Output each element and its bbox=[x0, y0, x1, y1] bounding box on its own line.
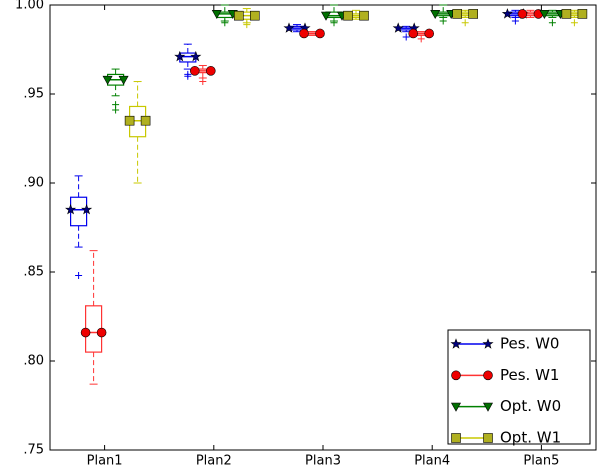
marker bbox=[320, 11, 332, 21]
y-tick-label: 1.00 bbox=[15, 0, 44, 13]
box-group bbox=[124, 81, 151, 184]
marker bbox=[450, 402, 462, 412]
box-group bbox=[65, 175, 93, 280]
marker bbox=[80, 327, 91, 338]
legend-label: Opt. W0 bbox=[500, 397, 561, 415]
marker bbox=[118, 75, 129, 85]
marker bbox=[96, 327, 107, 338]
x-tick-label: Plan3 bbox=[305, 454, 341, 469]
box-group bbox=[561, 9, 588, 27]
marker bbox=[501, 8, 513, 19]
flier bbox=[439, 17, 447, 25]
box-group bbox=[80, 250, 107, 385]
marker bbox=[102, 75, 113, 85]
marker bbox=[451, 370, 461, 381]
marker bbox=[482, 402, 494, 412]
box-group bbox=[517, 9, 544, 19]
marker bbox=[124, 115, 135, 126]
legend-label: Opt. W1 bbox=[500, 429, 561, 447]
marker bbox=[190, 50, 202, 62]
legend-label: Pes. W0 bbox=[500, 335, 559, 353]
box-group bbox=[343, 9, 369, 21]
box-group bbox=[234, 8, 260, 29]
marker bbox=[483, 370, 493, 381]
marker bbox=[468, 9, 479, 19]
flier bbox=[243, 21, 251, 29]
x-tick-label: Plan5 bbox=[523, 454, 559, 469]
flier bbox=[330, 19, 338, 27]
marker bbox=[250, 10, 260, 21]
box-group bbox=[102, 68, 129, 114]
box-group bbox=[452, 9, 479, 27]
marker bbox=[343, 10, 353, 21]
marker bbox=[452, 9, 463, 19]
x-tick-label: Plan2 bbox=[196, 454, 232, 469]
y-tick-label: .85 bbox=[23, 265, 44, 280]
y-tick-label: .75 bbox=[23, 443, 44, 458]
marker bbox=[450, 338, 462, 349]
y-tick-label: .90 bbox=[23, 176, 44, 191]
marker bbox=[577, 9, 588, 19]
flier bbox=[199, 78, 207, 86]
flier bbox=[417, 35, 425, 43]
marker bbox=[234, 10, 244, 21]
marker bbox=[482, 338, 494, 349]
flier bbox=[221, 19, 229, 27]
flier bbox=[75, 272, 83, 280]
box-group bbox=[299, 28, 325, 39]
marker bbox=[539, 10, 550, 20]
marker bbox=[483, 433, 493, 443]
flier bbox=[402, 33, 410, 41]
marker bbox=[408, 28, 419, 39]
box-group bbox=[320, 4, 348, 27]
flier bbox=[112, 106, 120, 114]
flier bbox=[184, 72, 192, 80]
marker bbox=[424, 28, 435, 39]
marker bbox=[65, 203, 77, 215]
box-group bbox=[430, 4, 457, 25]
box-group bbox=[539, 9, 566, 27]
flier bbox=[570, 19, 578, 27]
marker bbox=[517, 9, 528, 19]
marker bbox=[430, 10, 441, 20]
flier bbox=[461, 19, 469, 27]
marker bbox=[140, 115, 151, 126]
marker bbox=[315, 28, 325, 39]
x-tick-label: Plan1 bbox=[87, 454, 123, 469]
x-tick-label: Plan4 bbox=[414, 454, 450, 469]
y-tick-label: .95 bbox=[23, 87, 44, 102]
marker bbox=[451, 433, 461, 443]
box-group bbox=[174, 43, 202, 80]
marker bbox=[211, 10, 222, 20]
box-group bbox=[211, 4, 238, 27]
box-group bbox=[190, 65, 216, 86]
y-tick-label: .80 bbox=[23, 354, 44, 369]
marker bbox=[206, 66, 216, 76]
marker bbox=[283, 22, 295, 33]
marker bbox=[359, 10, 369, 21]
legend-label: Pes. W1 bbox=[500, 366, 559, 384]
marker bbox=[392, 22, 404, 33]
marker bbox=[81, 203, 93, 215]
flier bbox=[548, 19, 556, 27]
legend-box bbox=[447, 329, 591, 445]
marker bbox=[174, 50, 186, 62]
marker bbox=[299, 28, 309, 39]
box-group bbox=[408, 28, 435, 43]
marker bbox=[561, 9, 572, 19]
box bbox=[179, 52, 197, 63]
flier bbox=[511, 17, 519, 25]
marker bbox=[190, 66, 200, 76]
